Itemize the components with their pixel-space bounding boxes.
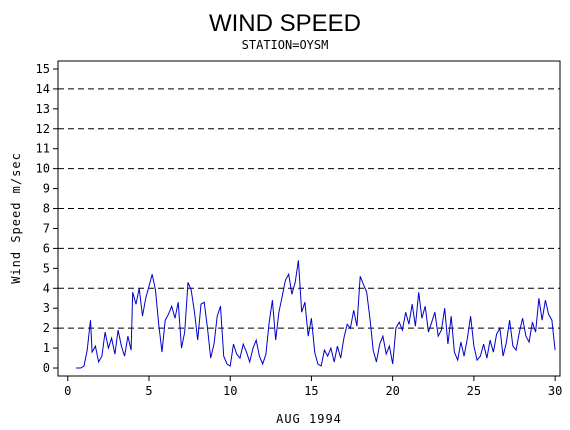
y-axis-label: Wind Speed m/sec — [9, 152, 23, 284]
x-tick-label-5: 5 — [145, 384, 152, 398]
y-tick-label-10: 10 — [36, 162, 50, 176]
plot-frame — [57, 60, 561, 377]
y-tick-label-9: 9 — [43, 182, 50, 196]
x-tick-label-30: 30 — [548, 384, 562, 398]
y-tick-label-13: 13 — [36, 102, 50, 116]
x-axis: 0 5 10 15 20 25 30 — [64, 376, 562, 398]
y-tick-label-12: 12 — [36, 122, 50, 136]
y-tick-label-6: 6 — [43, 241, 50, 255]
y-tick-label-1: 1 — [43, 341, 50, 355]
y-tick-label-5: 5 — [43, 261, 50, 275]
x-tick-label-15: 15 — [304, 384, 318, 398]
reference-lines — [58, 88, 560, 329]
y-tick-label-11: 11 — [36, 142, 50, 156]
y-tick-label-0: 0 — [43, 361, 50, 375]
y-tick-label-14: 14 — [36, 82, 50, 96]
y-tick-label-2: 2 — [43, 321, 50, 335]
y-tick-label-7: 7 — [43, 221, 50, 235]
x-tick-label-10: 10 — [223, 384, 237, 398]
y-tick-label-4: 4 — [43, 281, 50, 295]
x-tick-label-0: 0 — [64, 384, 71, 398]
x-tick-label-25: 25 — [467, 384, 481, 398]
series-layer — [75, 260, 556, 369]
y-tick-label-3: 3 — [43, 301, 50, 315]
chart-subtitle: STATION=OYSM — [242, 38, 329, 52]
y-tick-label-15: 15 — [36, 62, 50, 76]
chart-title: WIND SPEED — [209, 10, 361, 37]
x-axis-label: AUG 1994 — [276, 412, 342, 426]
x-tick-label-20: 20 — [385, 384, 399, 398]
y-tick-label-8: 8 — [43, 202, 50, 216]
wind-speed-series-line — [75, 260, 556, 369]
